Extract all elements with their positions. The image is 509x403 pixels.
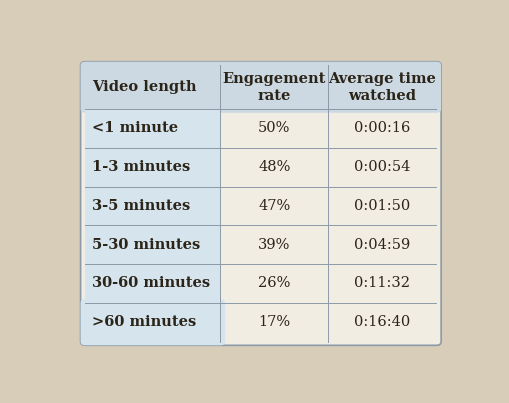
FancyBboxPatch shape — [80, 299, 225, 345]
Text: 0:01:50: 0:01:50 — [354, 199, 410, 213]
FancyBboxPatch shape — [80, 62, 441, 113]
Text: 48%: 48% — [258, 160, 291, 174]
Text: 1-3 minutes: 1-3 minutes — [92, 160, 190, 174]
Text: <1 minute: <1 minute — [92, 121, 178, 135]
Text: 30-60 minutes: 30-60 minutes — [92, 276, 210, 291]
Text: 0:04:59: 0:04:59 — [354, 238, 410, 252]
Bar — [86, 187, 220, 225]
Text: 0:11:32: 0:11:32 — [354, 276, 410, 291]
Text: 5-30 minutes: 5-30 minutes — [92, 238, 200, 252]
Text: 39%: 39% — [258, 238, 291, 252]
Bar — [86, 303, 220, 322]
Text: Engagement
rate: Engagement rate — [223, 72, 326, 103]
Bar — [86, 264, 220, 303]
Bar — [86, 225, 220, 264]
Bar — [86, 87, 436, 109]
Text: >60 minutes: >60 minutes — [92, 315, 196, 329]
FancyBboxPatch shape — [80, 62, 441, 345]
Text: Average time
watched: Average time watched — [328, 72, 436, 103]
Bar — [86, 148, 220, 187]
Text: 17%: 17% — [258, 315, 291, 329]
Text: 50%: 50% — [258, 121, 291, 135]
Text: Video length: Video length — [92, 80, 196, 94]
Text: 26%: 26% — [258, 276, 291, 291]
Bar — [86, 109, 220, 148]
Text: 47%: 47% — [258, 199, 291, 213]
Text: 0:00:54: 0:00:54 — [354, 160, 411, 174]
Text: 0:00:16: 0:00:16 — [354, 121, 411, 135]
Text: 3-5 minutes: 3-5 minutes — [92, 199, 190, 213]
Text: 0:16:40: 0:16:40 — [354, 315, 410, 329]
